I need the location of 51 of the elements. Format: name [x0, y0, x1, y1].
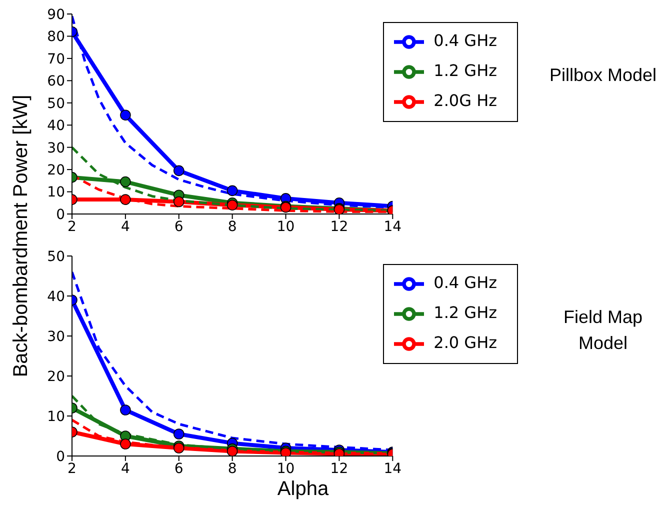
- y-tick-label: 60: [47, 74, 65, 90]
- point: [226, 200, 238, 211]
- x-tick-label: 6: [174, 460, 184, 477]
- x-tick-label: 2: [68, 218, 76, 235]
- y-tick-label: 90: [47, 6, 65, 23]
- point: [173, 196, 184, 208]
- legend-label: 1.2 GHz: [434, 61, 497, 80]
- x-tick-label: 12: [330, 218, 348, 235]
- text: Pillbox Model: [548, 64, 658, 87]
- y-tick-label: 50: [47, 96, 65, 112]
- legend-label: 2.0 GHz: [434, 333, 497, 352]
- text: Field Map Model: [562, 306, 644, 355]
- y-tick-label: 30: [47, 328, 65, 345]
- y-tick-label: 40: [47, 118, 65, 134]
- y-tick-label: 0: [56, 448, 65, 465]
- point: [173, 428, 184, 440]
- y-tick-label: 20: [47, 368, 65, 385]
- y-tick-label: 10: [47, 408, 65, 425]
- legend-label: 1.2 GHz: [434, 303, 497, 322]
- y-tick-label: 20: [47, 162, 65, 179]
- x-tick-label: 8: [228, 218, 237, 235]
- legend-label: 0.4 GHz: [434, 31, 497, 50]
- legend-label: 0.4 GHz: [434, 273, 497, 292]
- legend-label: 2.0G Hz: [434, 91, 497, 110]
- point: [120, 438, 131, 450]
- x-tick-label: 8: [228, 460, 237, 477]
- x-tick-label: 4: [120, 218, 130, 235]
- x-tick-label: 10: [276, 460, 295, 477]
- x-axis-title: Alpha: [276, 478, 330, 501]
- point: [120, 110, 131, 121]
- y-axis-title: Back-bombardment Power [kW]: [10, 94, 33, 380]
- x-tick-label: 12: [330, 460, 348, 477]
- y-tick-label: 50: [47, 248, 65, 265]
- x-tick-label: 4: [120, 460, 130, 477]
- y-tick-label: 80: [47, 29, 65, 46]
- x-tick-label: 2: [68, 460, 76, 477]
- y-tick-label: 30: [47, 140, 65, 156]
- y-tick-label: 40: [47, 288, 65, 305]
- point: [120, 194, 131, 205]
- point: [173, 165, 184, 176]
- x-tick-label: 6: [174, 218, 184, 235]
- x-tick-label: 14: [384, 460, 402, 477]
- x-tick-label: 10: [276, 218, 295, 235]
- y-tick-label: 0: [56, 206, 65, 223]
- point: [120, 176, 131, 188]
- x-tick-label: 14: [384, 218, 402, 235]
- point: [120, 404, 131, 416]
- point: [226, 446, 238, 456]
- y-tick-label: 10: [47, 184, 65, 201]
- y-tick-label: 70: [47, 51, 65, 68]
- point: [226, 185, 238, 196]
